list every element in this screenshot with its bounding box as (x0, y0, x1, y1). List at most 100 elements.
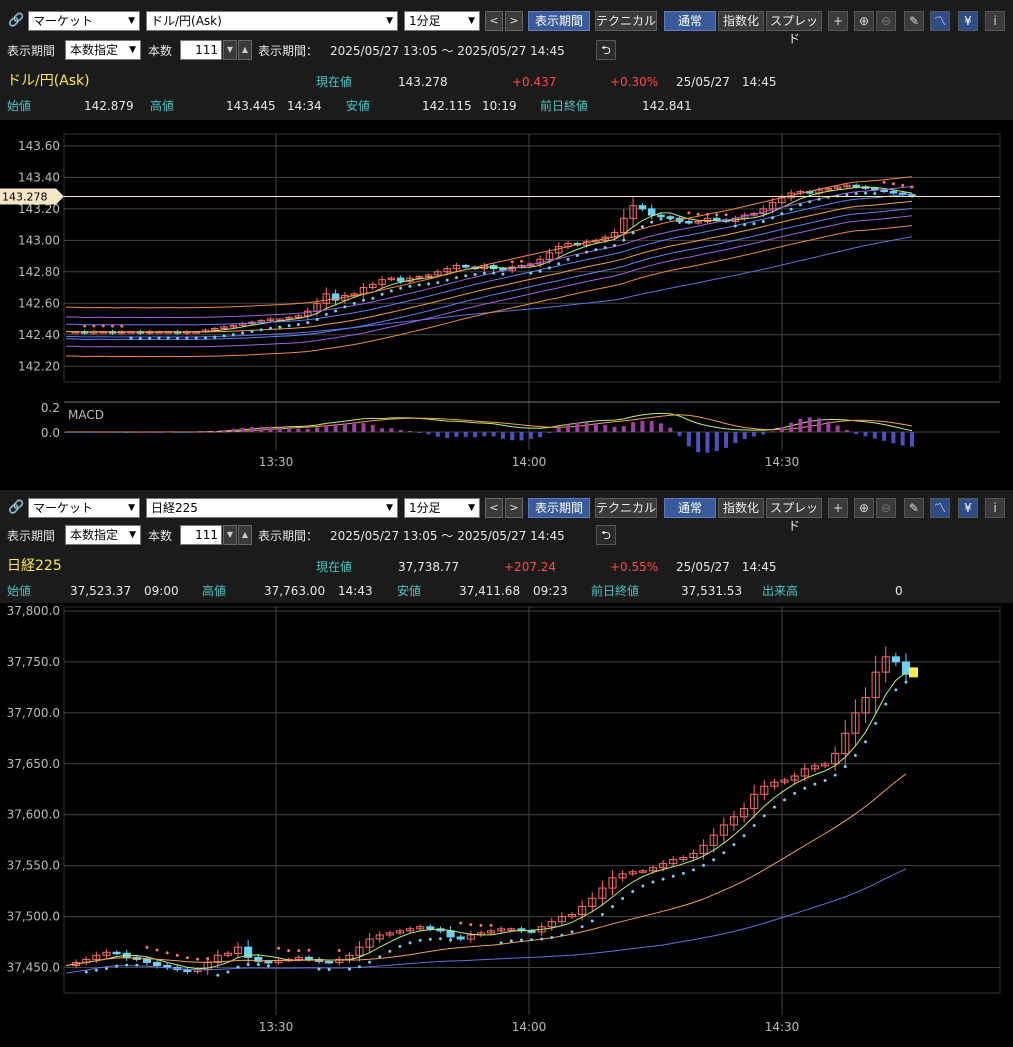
market-select[interactable]: マーケット ▼ (28, 498, 140, 518)
prev-button[interactable]: < (485, 11, 503, 31)
candle (657, 214, 665, 218)
chart-type-icon[interactable]: 〽 (930, 11, 950, 31)
zoom-in-icon[interactable]: ⊕ (854, 11, 874, 31)
macd-histogram-bar (705, 432, 710, 453)
link-icon[interactable]: 🔗 (8, 13, 25, 28)
prev-button[interactable]: < (485, 498, 503, 518)
mode-spread-button[interactable]: スプレッド (766, 498, 822, 533)
sar-dot (269, 326, 273, 330)
sar-dot (368, 960, 372, 964)
sar-dot (436, 281, 440, 285)
zoom-out-icon[interactable]: ⊖ (876, 498, 896, 518)
candle (750, 793, 759, 810)
sar-dot (157, 336, 161, 340)
sar-dot (585, 250, 589, 254)
usdjpy-chart[interactable]: 143.60 143.40 143.20 143.00 142.80 142.60 142.… (0, 120, 1013, 490)
sar-dot (696, 212, 700, 216)
zoom-out-icon[interactable]: ⊖ (876, 11, 896, 31)
candle (355, 946, 364, 956)
candle (378, 279, 386, 285)
macd-histogram-bar (789, 422, 794, 432)
mode-normal-button[interactable]: 通常 (664, 11, 716, 31)
bars-increment[interactable]: ▲ (238, 40, 252, 60)
macd-histogram-bar (779, 427, 784, 432)
candle (375, 934, 384, 940)
candle (669, 859, 678, 865)
crosshair-icon[interactable]: + (828, 498, 848, 518)
sar-dot (904, 680, 908, 684)
toolbar: 🔗 マーケット ▼ ドル/円(Ask) ▼ 1分足 ▼ < > 表示期間 テクニカル … (0, 8, 1013, 46)
sar-dot (550, 936, 554, 940)
nikkei-chart[interactable]: 37,800.0 37,750.0 37,700.0 37,650.0 37,600.0… (0, 603, 1013, 1047)
link-icon[interactable]: 🔗 (8, 500, 25, 515)
sar-dot (864, 191, 868, 195)
bars-input[interactable]: 111 (180, 40, 222, 60)
mode-index-button[interactable]: 指数化 (718, 11, 764, 31)
market-select[interactable]: マーケット ▼ (28, 11, 140, 31)
sar-dot (836, 194, 840, 198)
bars-input[interactable]: 111 (180, 525, 222, 545)
mode-index-button[interactable]: 指数化 (718, 498, 764, 518)
mode-normal-button[interactable]: 通常 (664, 498, 716, 518)
sar-dot (306, 321, 310, 325)
sar-dot (570, 930, 574, 934)
macd-histogram-bar (863, 432, 868, 437)
next-button[interactable]: > (505, 498, 523, 518)
next-button[interactable]: > (505, 11, 523, 31)
pencil-icon[interactable]: ✎ (904, 498, 924, 518)
sar-dot (231, 333, 235, 337)
macd-histogram-bar (129, 432, 134, 433)
candle (545, 252, 554, 260)
bars-increment[interactable]: ▲ (238, 525, 252, 545)
bars-decrement[interactable]: ▼ (223, 525, 237, 545)
bars-decrement[interactable]: ▼ (223, 40, 237, 60)
macd-histogram-bar (287, 428, 292, 432)
tab-period[interactable]: 表示期間 (528, 498, 590, 518)
sar-dot (650, 220, 654, 224)
tab-technical[interactable]: テクニカル (595, 498, 657, 518)
mode-spread-button[interactable]: スプレッド (766, 11, 822, 46)
crosshair-icon[interactable]: + (828, 11, 848, 31)
macd-histogram-bar (417, 432, 422, 433)
macd-histogram-bar (491, 432, 496, 437)
x-tick-label: 14:00 (512, 455, 547, 469)
macd-histogram-bar (166, 431, 171, 433)
tab-technical[interactable]: テクニカル (595, 11, 657, 31)
macd-histogram-bar (724, 432, 729, 448)
y-tick-label: 142.80 (18, 265, 60, 279)
change-value: +207.24 (504, 560, 557, 574)
period-mode-select[interactable]: 本数指定 ▼ (65, 525, 141, 545)
y-tick-label: 143.60 (18, 139, 60, 153)
pencil-icon[interactable]: ✎ (904, 11, 924, 31)
change-value: +0.437 (512, 75, 557, 89)
high-label: 高値 (150, 99, 175, 113)
chart-type-icon[interactable]: 〽 (930, 498, 950, 518)
yen-icon[interactable]: ¥ (958, 11, 978, 31)
candle (790, 775, 799, 781)
interval-select[interactable]: 1分足 ▼ (404, 498, 480, 518)
sar-dot (715, 213, 719, 217)
instrument-select[interactable]: 日経225 ▼ (146, 498, 398, 518)
bollinger-upper-line (66, 176, 913, 309)
sar-dot (808, 200, 812, 204)
info-icon[interactable]: i (985, 11, 1005, 31)
sar-dot (613, 243, 617, 247)
macd-histogram-bar (370, 425, 375, 432)
return-icon[interactable]: ⮌ (596, 40, 616, 60)
sar-dot (297, 949, 301, 953)
interval-select[interactable]: 1分足 ▼ (404, 11, 480, 31)
instrument-select[interactable]: ドル/円(Ask) ▼ (146, 11, 398, 31)
sar-dot (155, 948, 159, 952)
sar-dot (206, 957, 210, 961)
return-icon[interactable]: ⮌ (596, 525, 616, 545)
tab-period[interactable]: 表示期間 (528, 11, 590, 31)
bollinger-lower-line (66, 208, 913, 341)
period-mode-select[interactable]: 本数指定 ▼ (65, 40, 141, 60)
zoom-in-icon[interactable]: ⊕ (854, 498, 874, 518)
info-icon[interactable]: i (985, 498, 1005, 518)
sar-dot (894, 688, 898, 692)
low-time: 09:23 (533, 584, 568, 598)
current-value: 37,738.77 (398, 560, 460, 574)
yen-icon[interactable]: ¥ (958, 498, 978, 518)
toolbar: 🔗 マーケット ▼ 日経225 ▼ 1分足 ▼ < > 表示期間 テクニカル 通常 指… (0, 495, 1013, 533)
